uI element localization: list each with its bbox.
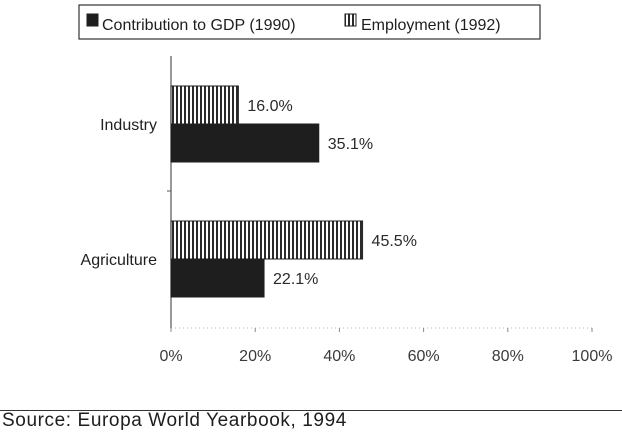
legend-swatch (344, 13, 357, 27)
x-tick-label: 0% (159, 348, 182, 365)
bar-value-label: 35.1% (328, 136, 373, 153)
bar (170, 258, 265, 298)
category-label: Industry (100, 117, 157, 134)
bar-value-label: 22.1% (273, 271, 318, 288)
legend: Contribution to GDP (1990) Employment (19… (78, 4, 541, 40)
bar-value-label: 45.5% (372, 233, 417, 250)
bar (170, 220, 364, 260)
legend-label: Contribution to GDP (1990) (102, 17, 296, 34)
x-tick-label: 20% (239, 348, 271, 365)
bar (170, 123, 320, 163)
source-divider (0, 410, 622, 411)
x-tick-label: 80% (492, 348, 524, 365)
bar (170, 85, 239, 125)
legend-label: Employment (1992) (361, 17, 501, 34)
source-note: Source: Europa World Yearbook, 1994 (2, 410, 347, 431)
x-tick-label: 60% (408, 348, 440, 365)
bar-value-label: 16.0% (247, 98, 292, 115)
category-label: Agriculture (81, 252, 158, 269)
x-tick-label: 100% (572, 348, 613, 365)
legend-box (78, 4, 541, 40)
legend-swatch (86, 13, 99, 27)
plot-area: 0% 20% 40% 60% 80% 100% 16.0% 35.1% Industry 45.5… (81, 56, 613, 365)
x-tick-label: 40% (323, 348, 355, 365)
